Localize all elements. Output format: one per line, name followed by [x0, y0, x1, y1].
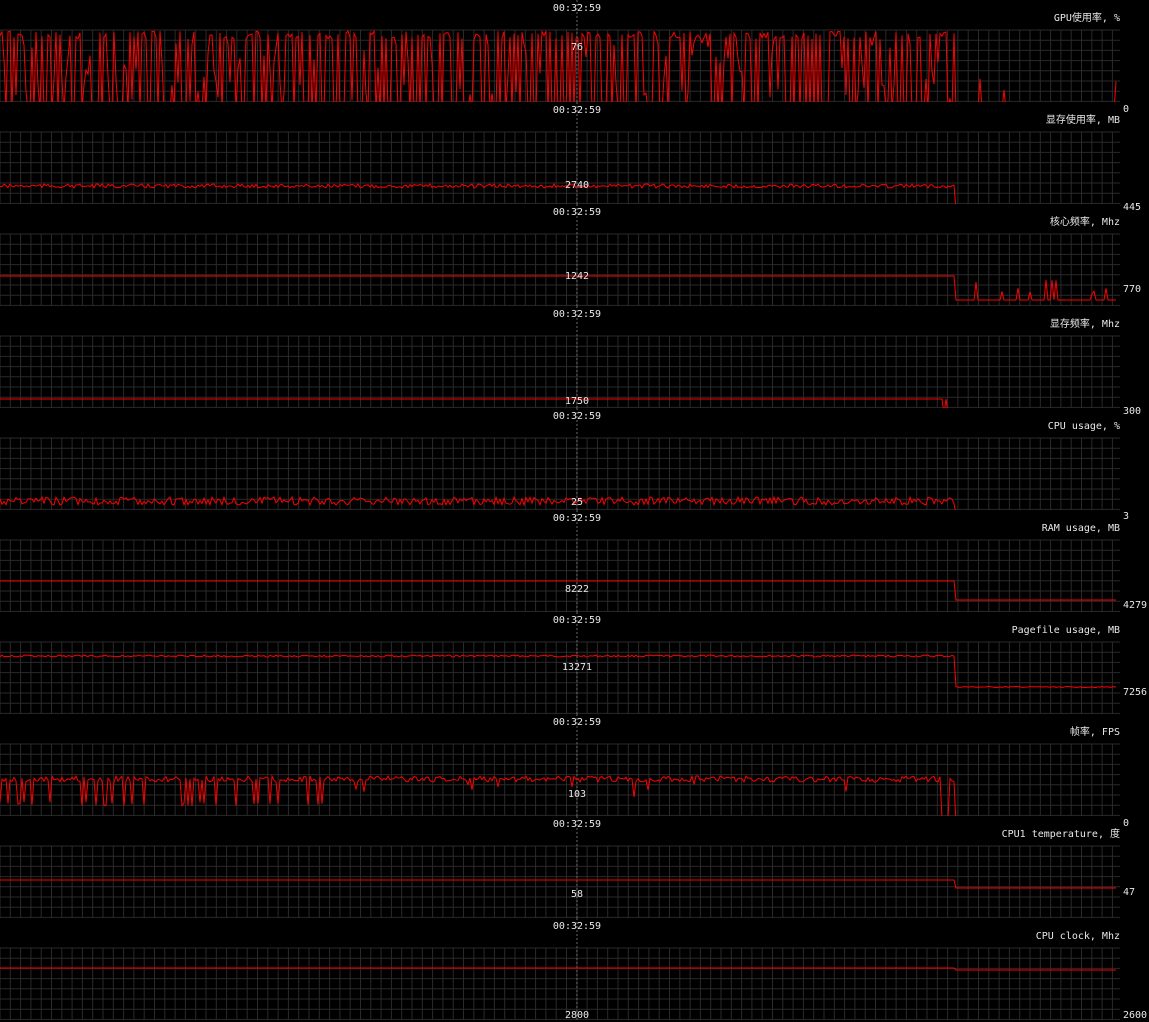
series-line: [0, 183, 957, 204]
graph-canvas: [0, 204, 1120, 306]
graph-canvas: [0, 714, 1120, 816]
graph-title: RAM usage, MB: [1041, 523, 1120, 534]
graph-title: CPU clock, Mhz: [1035, 931, 1120, 942]
cursor-value-label: 76: [570, 42, 584, 53]
min-value-label: 0: [1123, 818, 1130, 829]
graph-title: 显存频率, Mhz: [1049, 319, 1120, 330]
graph-grid: [0, 947, 1120, 1020]
cursor-value-label: 25: [570, 497, 584, 508]
cursor-value-label: 13271: [561, 662, 593, 673]
series-line: [0, 967, 1116, 971]
series-line: [0, 398, 948, 408]
graph-canvas: [0, 408, 1120, 510]
graph-grid: [0, 437, 1120, 510]
series-line: [0, 774, 957, 816]
cursor-value-label: 2800: [564, 1010, 590, 1021]
min-value-label: 300: [1123, 406, 1142, 417]
series-line: [0, 580, 1116, 601]
graph-grid: [0, 743, 1120, 816]
min-value-label: 47: [1123, 887, 1136, 898]
graph-canvas: [0, 612, 1120, 714]
min-value-label: 3: [1123, 511, 1130, 522]
graph-grid: [0, 845, 1120, 918]
min-value-label: 2600: [1123, 1010, 1148, 1021]
graph-panel[interactable]: 00:32:59 核心频率, Mhz 1242 770: [0, 204, 1149, 306]
cursor-time-label: 00:32:59: [552, 717, 602, 728]
cursor-value-label: 1242: [564, 271, 590, 282]
graph-canvas: [0, 306, 1120, 408]
graph-title: 帧率, FPS: [1069, 727, 1120, 738]
graph-canvas: [0, 102, 1120, 204]
cursor-time-label: 00:32:59: [552, 615, 602, 626]
graph-title: 核心频率, Mhz: [1049, 217, 1120, 228]
cursor-value-label: 1750: [564, 396, 590, 407]
cursor-value-label: 2740: [564, 180, 590, 191]
series-line: [0, 495, 956, 510]
graph-panel[interactable]: 00:32:59 帧率, FPS 103 0: [0, 714, 1149, 829]
graph-canvas: [0, 816, 1120, 918]
graph-panel[interactable]: 00:32:59 RAM usage, MB 8222 4279: [0, 510, 1149, 612]
cursor-value-label: 103: [567, 789, 587, 800]
cursor-value-label: 8222: [564, 584, 590, 595]
graph-panel[interactable]: 00:32:59 GPU使用率, % 76 0: [0, 0, 1149, 115]
min-value-label: 770: [1123, 284, 1142, 295]
graph-grid: [0, 233, 1120, 306]
min-value-label: 0: [1123, 104, 1130, 115]
graph-panel[interactable]: 00:32:59 Pagefile usage, MB 13271 7256: [0, 612, 1149, 714]
cursor-time-label: 00:32:59: [552, 105, 602, 116]
series-line: [0, 654, 1117, 688]
series-line: [0, 879, 1116, 889]
graph-panel[interactable]: 00:32:59 显存使用率, MB 2740 445: [0, 102, 1149, 213]
graph-canvas: [0, 510, 1120, 612]
cursor-time-label: 00:32:59: [552, 921, 602, 932]
graph-panel[interactable]: 00:32:59 CPU1 temperature, 度 58 47: [0, 816, 1149, 918]
cursor-time-label: 00:32:59: [552, 411, 602, 422]
graph-panel[interactable]: 00:32:59 CPU usage, % 25 3: [0, 408, 1149, 522]
min-value-label: 445: [1123, 202, 1142, 213]
cursor-time-label: 00:32:59: [552, 819, 602, 830]
cursor-time-label: 00:32:59: [552, 513, 602, 524]
min-value-label: 4279: [1123, 600, 1148, 611]
graph-panel[interactable]: 00:32:59 显存频率, Mhz 1750 300: [0, 306, 1149, 417]
cursor-time-label: 00:32:59: [552, 207, 602, 218]
graph-title: CPU1 temperature, 度: [1001, 829, 1120, 840]
graph-grid: [0, 335, 1120, 408]
graph-canvas: [0, 0, 1120, 102]
graph-panel[interactable]: 00:32:59 CPU clock, Mhz 2800 2600: [0, 918, 1149, 1021]
cursor-time-label: 00:32:59: [552, 309, 602, 320]
graph-title: GPU使用率, %: [1053, 13, 1120, 24]
graph-title: Pagefile usage, MB: [1011, 625, 1120, 636]
cursor-value-label: 58: [570, 889, 584, 900]
graph-title: 显存使用率, MB: [1045, 115, 1120, 126]
graph-title: CPU usage, %: [1047, 421, 1120, 432]
series-line: [0, 29, 1117, 102]
graph-grid: [0, 539, 1120, 612]
cursor-time-label: 00:32:59: [552, 3, 602, 14]
series-line: [0, 275, 1116, 301]
graph-canvas: [0, 918, 1120, 1020]
graph-grid: [0, 131, 1120, 204]
graph-grid: [0, 641, 1120, 714]
min-value-label: 7256: [1123, 687, 1148, 698]
